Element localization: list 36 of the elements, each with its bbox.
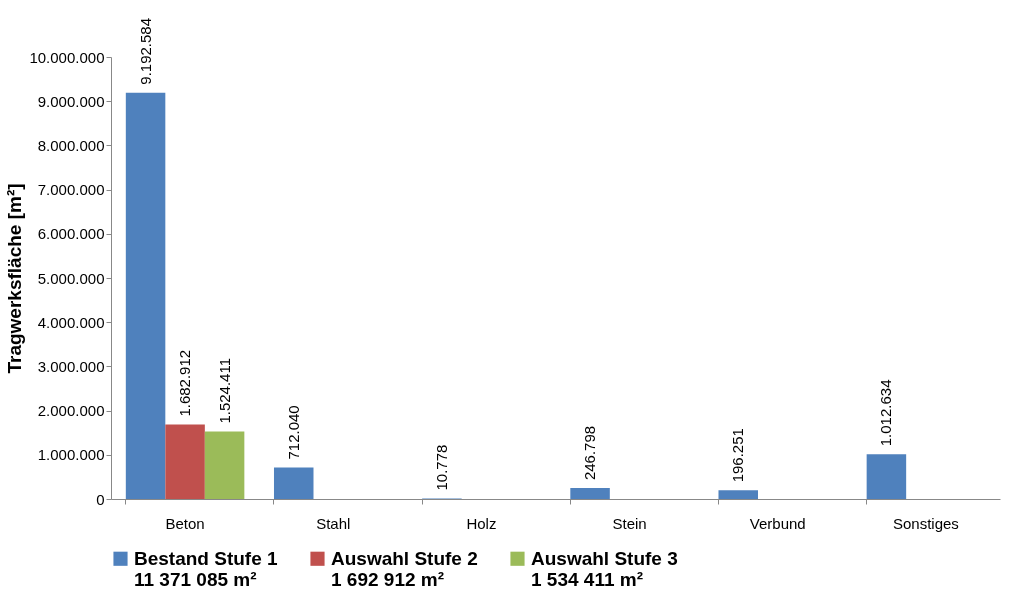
data-label: 1.524.411 xyxy=(215,358,233,424)
y-tick-label: 6.000.000 xyxy=(37,225,105,243)
bar xyxy=(204,431,245,499)
y-tick-label: 7.000.000 xyxy=(37,181,105,199)
bar xyxy=(866,454,907,499)
data-label: 1.682.912 xyxy=(176,349,194,417)
data-label: 9.192.584 xyxy=(136,17,154,85)
x-tick-label: Sonstiges xyxy=(892,514,959,532)
data-label: 246.798 xyxy=(581,425,599,481)
data-label: 196.251 xyxy=(729,428,747,483)
y-tick-label: 5.000.000 xyxy=(37,269,105,287)
x-tick-label: Beton xyxy=(165,514,205,532)
y-tick-label: 8.000.000 xyxy=(37,136,105,154)
legend-label: Auswahl Stufe 3 1 534 411 m² xyxy=(531,547,678,590)
y-tick-label: 2.000.000 xyxy=(37,402,105,420)
y-tick-label: 3.000.000 xyxy=(37,357,105,375)
legend-label: Bestand Stufe 1 11 371 085 m² xyxy=(134,547,279,590)
x-tick-label: Stein xyxy=(612,514,647,532)
y-tick-label: 10.000.000 xyxy=(29,48,105,66)
x-tick-label: Stahl xyxy=(316,514,351,532)
legend-label: Auswahl Stufe 2 1 692 912 m² xyxy=(331,547,478,590)
bar xyxy=(718,490,758,499)
bar xyxy=(570,488,610,499)
bar xyxy=(125,92,166,499)
bar xyxy=(165,424,205,499)
bar xyxy=(273,467,314,499)
y-tick-label: 0 xyxy=(96,490,105,508)
y-tick-label: 9.000.000 xyxy=(37,92,105,110)
y-axis-title: Tragwerksfläche [m²] xyxy=(4,183,26,374)
data-label: 1.012.634 xyxy=(877,379,895,447)
data-label: 712.040 xyxy=(284,405,302,460)
y-tick-label: 4.000.000 xyxy=(37,313,105,331)
x-tick-label: Holz xyxy=(466,514,497,532)
data-label: 10.778 xyxy=(432,444,450,491)
y-tick-label: 1.000.000 xyxy=(37,446,105,464)
x-tick-label: Verbund xyxy=(749,514,806,532)
